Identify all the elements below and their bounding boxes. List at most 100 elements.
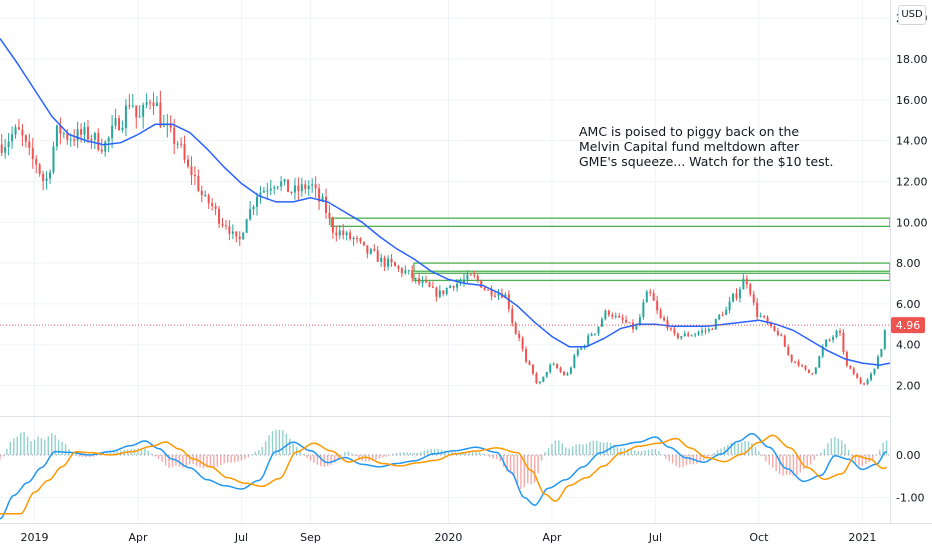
candle-body bbox=[618, 315, 621, 318]
candle-body bbox=[542, 376, 545, 382]
candle-body bbox=[373, 249, 376, 251]
candle-body bbox=[193, 174, 196, 176]
candle-body bbox=[76, 129, 79, 141]
candle-body bbox=[11, 134, 14, 142]
time-axis-label: Oct bbox=[749, 531, 769, 544]
histogram-bar bbox=[540, 454, 543, 461]
histogram-bar bbox=[561, 443, 563, 455]
candle-body bbox=[801, 365, 804, 367]
histogram-bar bbox=[509, 454, 512, 474]
candle-body bbox=[290, 192, 293, 194]
candle-body bbox=[149, 102, 152, 104]
histogram-bar bbox=[209, 454, 212, 468]
histogram-bar bbox=[302, 453, 305, 455]
histogram-bar bbox=[420, 451, 422, 455]
histogram-bar bbox=[885, 440, 888, 455]
resistance-zone bbox=[413, 262, 891, 272]
candle-body bbox=[711, 329, 714, 331]
histogram-bar bbox=[678, 454, 681, 468]
histogram-bar bbox=[0, 454, 1, 460]
candle-body bbox=[183, 143, 186, 160]
histogram-bar bbox=[720, 448, 722, 455]
candle-body bbox=[269, 188, 272, 191]
candle-body bbox=[445, 288, 448, 294]
histogram-bar bbox=[485, 454, 488, 456]
histogram-bar bbox=[6, 449, 8, 455]
candle-body bbox=[362, 241, 365, 246]
candle-body bbox=[566, 373, 569, 376]
histogram-bar bbox=[223, 454, 225, 464]
candle-body bbox=[700, 330, 703, 333]
candle-body bbox=[687, 333, 690, 336]
candle-body bbox=[531, 364, 534, 374]
macd-line bbox=[0, 432, 887, 520]
candle-body bbox=[42, 173, 45, 181]
histogram-bar bbox=[275, 429, 277, 455]
histogram-bar bbox=[765, 454, 767, 462]
histogram-bar bbox=[13, 438, 15, 455]
candle-body bbox=[663, 317, 666, 321]
candle-body bbox=[573, 355, 576, 368]
candle-body bbox=[287, 179, 290, 193]
candle-body bbox=[262, 190, 265, 193]
candle-body bbox=[469, 274, 472, 276]
candle-body bbox=[438, 290, 441, 297]
candle-body bbox=[249, 209, 252, 220]
histogram-bar bbox=[489, 454, 491, 458]
histogram-bar bbox=[544, 451, 546, 455]
histogram-bar bbox=[668, 454, 670, 462]
histogram-bar bbox=[789, 454, 791, 475]
histogram-bar bbox=[9, 441, 12, 455]
price-zones bbox=[330, 217, 891, 282]
candle-body bbox=[59, 125, 62, 134]
histogram-bar bbox=[523, 454, 526, 488]
candle-body bbox=[635, 325, 638, 330]
histogram-bar bbox=[85, 454, 87, 458]
candle-body bbox=[242, 232, 245, 240]
histogram-bar bbox=[399, 452, 401, 455]
histogram-bar bbox=[347, 451, 350, 455]
candle-body bbox=[628, 322, 631, 324]
histogram-bar bbox=[230, 454, 232, 463]
candle-body bbox=[732, 293, 735, 302]
annotation-text: AMC is poised to piggy back on the Melvi… bbox=[579, 124, 834, 169]
candle-body bbox=[356, 237, 359, 239]
price-axis-label: 6.00 bbox=[896, 298, 921, 311]
candle-body bbox=[883, 330, 886, 349]
candle-body bbox=[259, 192, 262, 197]
macd-axis-labels: 0.00 -1.00 bbox=[896, 449, 924, 505]
histogram-bar bbox=[88, 454, 91, 458]
candle-body bbox=[756, 302, 759, 317]
candle-body bbox=[204, 194, 207, 196]
histogram-bar bbox=[375, 454, 377, 460]
candle-body bbox=[838, 331, 841, 333]
candle-body bbox=[307, 185, 310, 190]
currency-button[interactable]: USD bbox=[898, 5, 926, 25]
candle-body bbox=[742, 278, 745, 290]
candle-body bbox=[787, 346, 790, 355]
histogram-bar bbox=[344, 451, 346, 455]
candle-body bbox=[190, 166, 193, 175]
candle-body bbox=[107, 137, 110, 142]
histogram-bar bbox=[575, 444, 577, 455]
candle-body bbox=[790, 354, 793, 362]
histogram-bar bbox=[164, 454, 167, 466]
candle-body bbox=[200, 190, 203, 196]
histogram-bar bbox=[820, 452, 822, 455]
histogram-bar bbox=[233, 454, 236, 463]
candle-body bbox=[804, 365, 807, 370]
candle-body bbox=[383, 257, 386, 267]
histogram-bar bbox=[640, 450, 643, 455]
histogram-bar bbox=[40, 438, 43, 455]
histogram-bar bbox=[464, 451, 467, 455]
histogram-bar bbox=[689, 454, 691, 465]
histogram-bar bbox=[527, 454, 529, 484]
candle-body bbox=[238, 236, 241, 240]
histogram-bar bbox=[226, 454, 229, 463]
candle-body bbox=[145, 102, 148, 105]
histogram-bar bbox=[713, 453, 715, 455]
histogram-bar bbox=[340, 454, 343, 456]
time-axis-label: Apr bbox=[542, 531, 562, 544]
price-axis-label: 16.00 bbox=[896, 94, 928, 107]
histogram-bar bbox=[734, 442, 736, 455]
